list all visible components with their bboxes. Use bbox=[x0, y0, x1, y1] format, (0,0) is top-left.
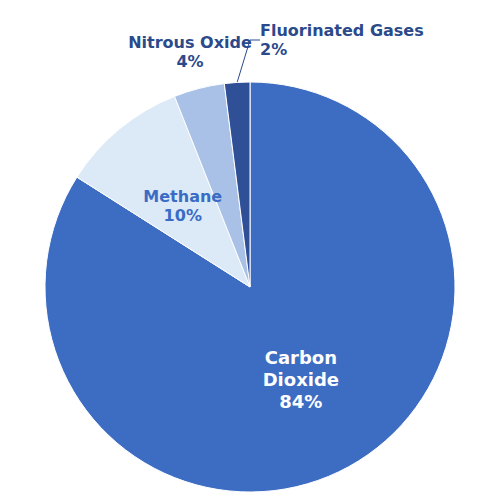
svg-text:Fluorinated Gases: Fluorinated Gases bbox=[260, 21, 424, 40]
svg-text:Methane: Methane bbox=[143, 187, 222, 206]
svg-text:84%: 84% bbox=[279, 391, 322, 412]
svg-text:2%: 2% bbox=[260, 40, 287, 59]
svg-text:Carbon: Carbon bbox=[265, 347, 337, 368]
svg-text:Nitrous Oxide: Nitrous Oxide bbox=[128, 33, 252, 52]
svg-text:4%: 4% bbox=[176, 52, 203, 71]
svg-text:Dioxide: Dioxide bbox=[263, 369, 339, 390]
svg-text:10%: 10% bbox=[164, 206, 202, 225]
